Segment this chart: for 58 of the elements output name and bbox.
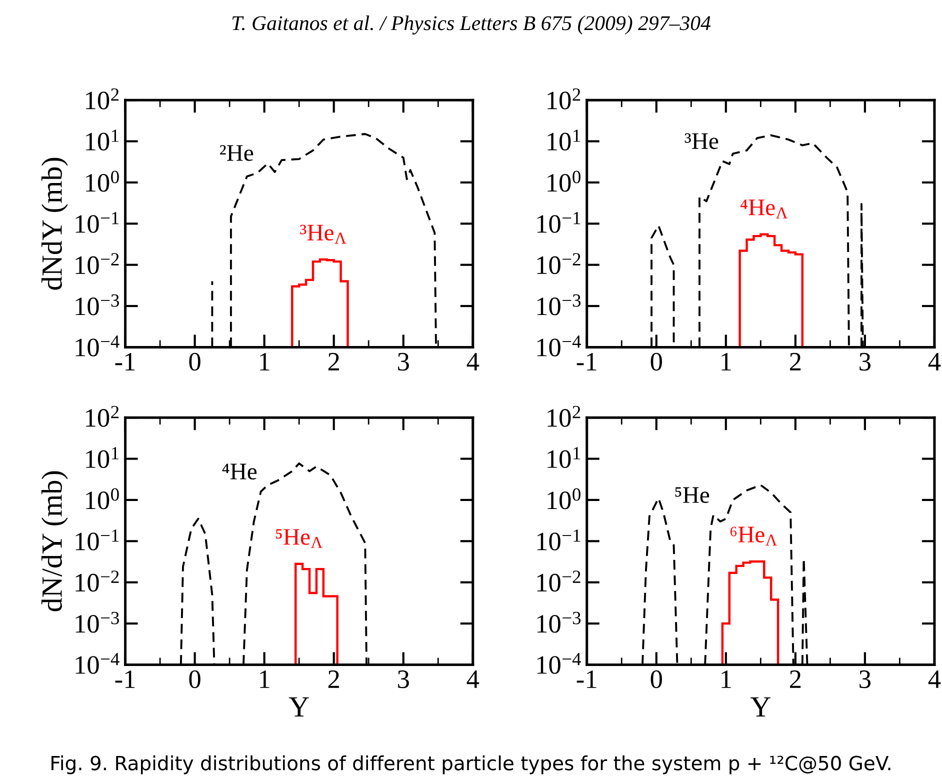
y-tick-label: 10$^{1}$ bbox=[86, 447, 118, 468]
y-tick-label: 10$^{0}$ bbox=[548, 170, 580, 192]
y-tick-label: 10$^{2}$ bbox=[86, 406, 119, 427]
x-tick-label: 3 bbox=[860, 352, 871, 371]
legend-label: ³He bbox=[684, 133, 718, 150]
y-tick-label: 10$^{−1}$ bbox=[76, 529, 119, 550]
x-tick-label: 0 bbox=[650, 352, 662, 371]
series-label: ⁶He$_{Λ}$ bbox=[730, 526, 778, 546]
x-axis-title: Y bbox=[288, 697, 309, 717]
series-label: ⁵He bbox=[675, 487, 710, 504]
y-tick-label: 10$^{1}$ bbox=[548, 447, 580, 468]
y-axis-title: dNdY (mb) bbox=[41, 158, 68, 290]
y-tick-label: 10$^{1}$ bbox=[86, 130, 118, 151]
x-tick-label: 4 bbox=[466, 670, 480, 688]
y-tick-label: 10$^{0}$ bbox=[86, 170, 119, 192]
y-tick-label: 10$^{2}$ bbox=[548, 406, 580, 427]
y-tick-label: 10$^{0}$ bbox=[86, 488, 119, 510]
y-axis-title: dN/dY (mb) bbox=[41, 471, 68, 612]
x-tick-label: 0 bbox=[189, 670, 200, 688]
y-tick-label: 10$^{−2}$ bbox=[537, 253, 580, 274]
y-tick-label: 10$^{−2}$ bbox=[76, 570, 119, 592]
x-tick-label: 3 bbox=[398, 352, 409, 371]
x-tick-label: 0 bbox=[650, 670, 662, 688]
x-tick-label: 2 bbox=[328, 352, 339, 370]
y-tick-label: 10$^{−1}$ bbox=[537, 212, 580, 233]
series-label: ⁵He$_{Λ}$ bbox=[276, 529, 323, 548]
x-tick-label: 4 bbox=[466, 353, 480, 370]
x-tick-label: 1 bbox=[260, 352, 270, 370]
y-tick-label: 10$^{−3}$ bbox=[76, 294, 119, 316]
y-tick-label: 10$^{2}$ bbox=[86, 88, 119, 110]
y-tick-label: 10$^{−3}$ bbox=[76, 612, 119, 633]
y-tick-label: 10$^{2}$ bbox=[548, 88, 580, 110]
y-tick-label: 10$^{0}$ bbox=[548, 488, 580, 510]
caption: Fig. 9. Rapidity distributions of different particle types for the system p + ¹²C@50 GeV. bbox=[52, 755, 890, 774]
x-tick-label: 2 bbox=[328, 670, 339, 688]
y-tick-label: 10$^{−2}$ bbox=[76, 253, 119, 274]
series-label: ⁴He$_{Λ}$ bbox=[740, 200, 788, 218]
y-tick-label: 10$^{1}$ bbox=[548, 130, 580, 151]
series-label: ⁴He bbox=[222, 464, 257, 480]
x-tick-label: 1 bbox=[722, 352, 731, 370]
x-tick-label: 2 bbox=[790, 352, 801, 370]
x-tick-label: 4 bbox=[928, 670, 941, 688]
y-tick-label: 10$^{−3}$ bbox=[537, 294, 581, 316]
x-tick-label: 2 bbox=[790, 670, 801, 688]
y-tick-label: 10$^{−1}$ bbox=[537, 529, 580, 550]
x-tick-label: 1 bbox=[260, 670, 270, 688]
x-tick-label: 3 bbox=[860, 670, 871, 688]
x-tick-label: 3 bbox=[398, 670, 409, 688]
y-tick-label: 10$^{−2}$ bbox=[537, 570, 580, 592]
x-tick-label: 1 bbox=[722, 670, 731, 688]
x-tick-label: 4 bbox=[928, 353, 941, 370]
x-axis-title: Y bbox=[750, 697, 770, 717]
y-tick-label: 10$^{−3}$ bbox=[537, 612, 581, 633]
text: T. Gaitanos et al. / Physics Letters B 675 (2009) 297–304 bbox=[232, 16, 710, 34]
series-label: ²He bbox=[220, 145, 254, 161]
x-tick-label: 0 bbox=[189, 352, 200, 371]
series-label: ³He$_{Λ}$ bbox=[300, 224, 346, 244]
y-tick-label: 10$^{−1}$ bbox=[76, 212, 119, 233]
